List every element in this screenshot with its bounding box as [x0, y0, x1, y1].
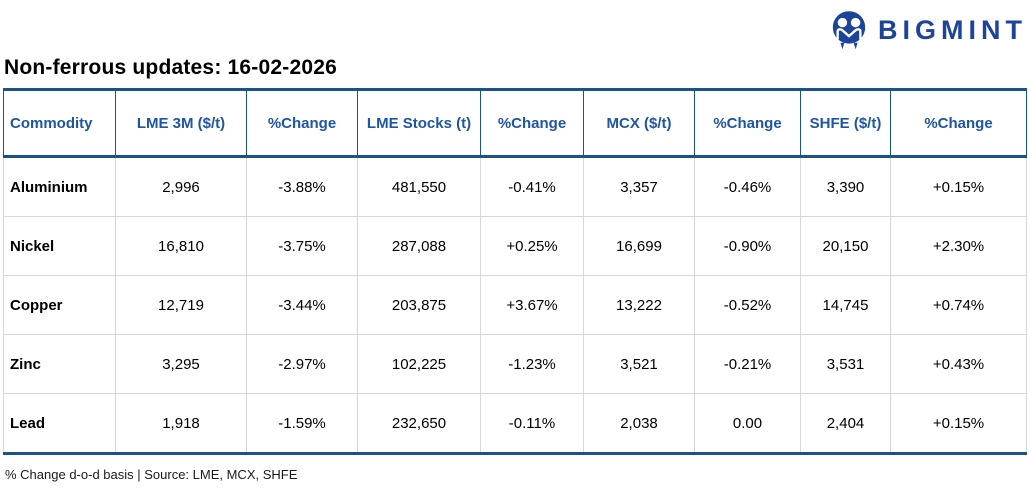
- table-header: Commodity LME 3M ($/t) %Change LME Stock…: [3, 88, 1027, 158]
- cell-lme_3m_change: -2.97%: [246, 334, 358, 394]
- table-row-zinc: Zinc 3,295 -2.97% 102,225 -1.23% 3,521 -0.21% 3…: [3, 334, 1027, 394]
- cell-mcx: 3,521: [583, 334, 695, 394]
- table-body: Aluminium 2,996 -3.88% 481,550 -0.41% 3,357 -0…: [3, 156, 1027, 455]
- bigmint-people-m-icon: [832, 11, 866, 50]
- cell-lme_stocks: 232,650: [357, 393, 481, 455]
- cell-lme_3m: 1,918: [115, 393, 247, 455]
- cell-commodity: Nickel: [3, 216, 116, 276]
- cell-mcx_change: -0.46%: [694, 156, 801, 217]
- cell-shfe: 2,404: [800, 393, 891, 455]
- cell-lme_3m_change: -3.75%: [246, 216, 358, 276]
- cell-commodity: Copper: [3, 275, 116, 335]
- cell-lme_3m_change: -3.88%: [246, 156, 358, 217]
- cell-shfe: 14,745: [800, 275, 891, 335]
- cell-lme_stocks: 102,225: [357, 334, 481, 394]
- non-ferrous-price-table: Commodity LME 3M ($/t) %Change LME Stock…: [3, 88, 1027, 455]
- cell-lme_stocks_change: +0.25%: [480, 216, 584, 276]
- page-title: Non-ferrous updates: 16-02-2026: [4, 56, 337, 79]
- cell-lme_stocks: 203,875: [357, 275, 481, 335]
- cell-lme_3m: 3,295: [115, 334, 247, 394]
- cell-shfe_change: +2.30%: [890, 216, 1027, 276]
- brand-wordmark: BIGMINT: [878, 14, 1027, 45]
- cell-commodity: Lead: [3, 393, 116, 455]
- col-header-mcx-change: %Change: [694, 88, 801, 158]
- cell-mcx: 2,038: [583, 393, 695, 455]
- cell-shfe_change: +0.43%: [890, 334, 1027, 394]
- cell-lme_3m: 12,719: [115, 275, 247, 335]
- cell-lme_stocks_change: -1.23%: [480, 334, 584, 394]
- table-row-nickel: Nickel 16,810 -3.75% 287,088 +0.25% 16,699 -0.…: [3, 216, 1027, 276]
- cell-mcx: 16,699: [583, 216, 695, 276]
- cell-mcx_change: 0.00: [694, 393, 801, 455]
- cell-lme_3m: 16,810: [115, 216, 247, 276]
- table-row-lead: Lead 1,918 -1.59% 232,650 -0.11% 2,038 0.00 2,4…: [3, 393, 1027, 455]
- cell-lme_stocks_change: -0.41%: [480, 156, 584, 217]
- col-header-shfe-change: %Change: [890, 88, 1027, 158]
- top-bar: BIGMINT: [0, 0, 1029, 50]
- cell-lme_stocks: 287,088: [357, 216, 481, 276]
- brand-logo: BIGMINT: [828, 8, 1027, 52]
- col-header-lme-stocks: LME Stocks (t): [357, 88, 481, 158]
- cell-mcx_change: -0.90%: [694, 216, 801, 276]
- cell-mcx: 3,357: [583, 156, 695, 217]
- cell-lme_3m_change: -1.59%: [246, 393, 358, 455]
- col-header-commodity: Commodity: [3, 88, 116, 158]
- cell-shfe: 20,150: [800, 216, 891, 276]
- col-header-lme-3m: LME 3M ($/t): [115, 88, 247, 158]
- cell-commodity: Aluminium: [3, 156, 116, 217]
- cell-shfe_change: +0.74%: [890, 275, 1027, 335]
- header-row: Commodity LME 3M ($/t) %Change LME Stock…: [3, 88, 1027, 158]
- cell-shfe: 3,531: [800, 334, 891, 394]
- source-footnote: % Change d-o-d basis | Source: LME, MCX,…: [5, 467, 298, 482]
- table-row-aluminium: Aluminium 2,996 -3.88% 481,550 -0.41% 3,357 -0…: [3, 156, 1027, 217]
- table-row-copper: Copper 12,719 -3.44% 203,875 +3.67% 13,222 -0.…: [3, 275, 1027, 335]
- cell-commodity: Zinc: [3, 334, 116, 394]
- cell-shfe_change: +0.15%: [890, 393, 1027, 455]
- cell-lme_stocks: 481,550: [357, 156, 481, 217]
- cell-mcx: 13,222: [583, 275, 695, 335]
- col-header-shfe: SHFE ($/t): [800, 88, 891, 158]
- cell-lme_3m_change: -3.44%: [246, 275, 358, 335]
- cell-shfe: 3,390: [800, 156, 891, 217]
- cell-lme_stocks_change: -0.11%: [480, 393, 584, 455]
- cell-shfe_change: +0.15%: [890, 156, 1027, 217]
- cell-lme_3m: 2,996: [115, 156, 247, 217]
- col-header-lme-stocks-change: %Change: [480, 88, 584, 158]
- col-header-mcx: MCX ($/t): [583, 88, 695, 158]
- col-header-lme-3m-change: %Change: [246, 88, 358, 158]
- cell-mcx_change: -0.52%: [694, 275, 801, 335]
- cell-lme_stocks_change: +3.67%: [480, 275, 584, 335]
- cell-mcx_change: -0.21%: [694, 334, 801, 394]
